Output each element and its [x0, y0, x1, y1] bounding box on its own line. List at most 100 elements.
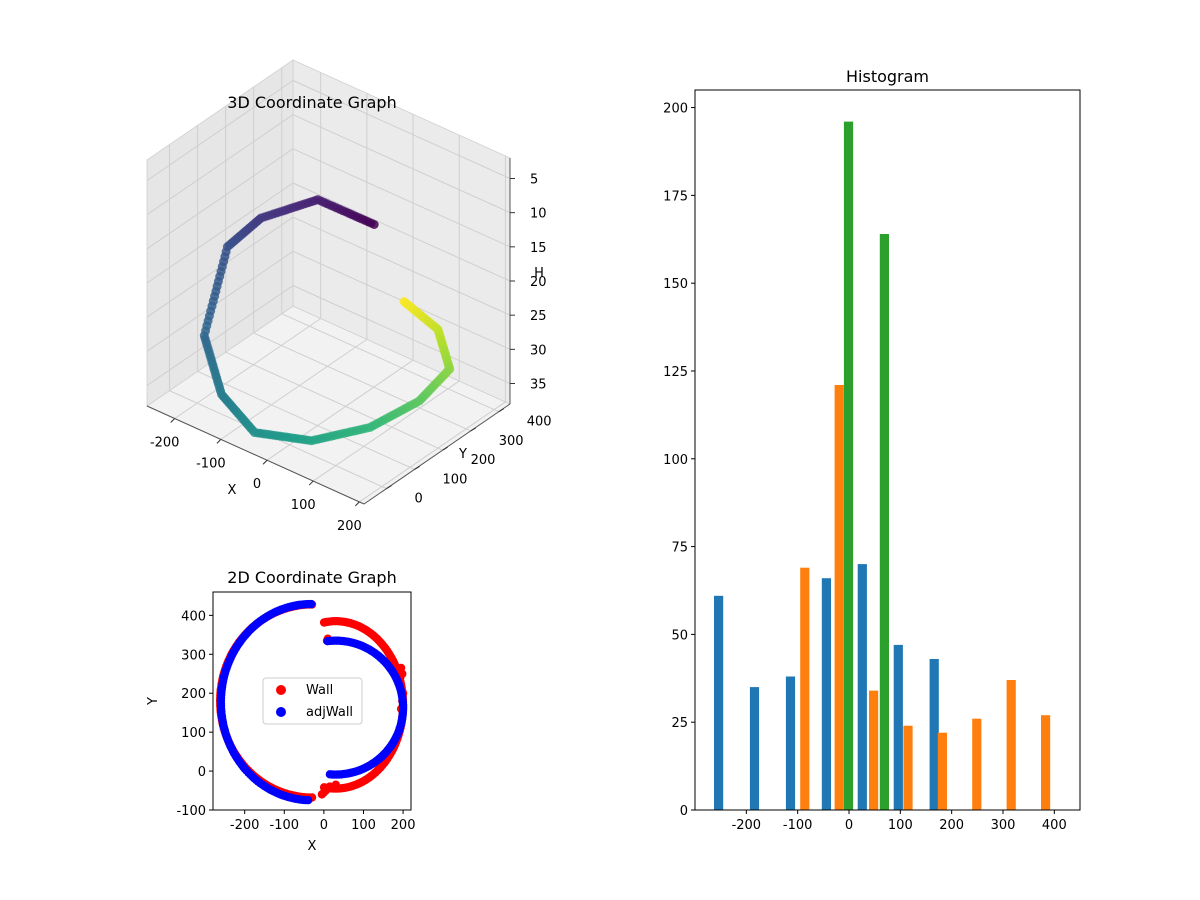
y-tick-mark [386, 485, 392, 490]
chart-title-hist: Histogram [846, 67, 929, 86]
x-tick-label: -200 [150, 436, 180, 451]
x-axis-label-2d: X [308, 839, 317, 854]
grid-line-x-floor [359, 401, 506, 503]
z-axis-label-3d: H [534, 266, 544, 281]
y-tick-label: 300 [181, 648, 206, 663]
x-tick-label: 200 [337, 519, 362, 534]
grid-line-z-left [146, 148, 294, 250]
y-tick-label: 400 [181, 609, 206, 624]
x-tick-label: 100 [351, 818, 376, 833]
legend-label: adjWall [306, 705, 353, 720]
x-tick-label: -100 [783, 818, 813, 833]
x-tick-mark [308, 480, 314, 486]
histogram-bar-series-2 [937, 732, 947, 810]
x-tick-label: 100 [291, 498, 316, 513]
grid-line-z-left [146, 80, 294, 181]
x-tick-label: 0 [253, 477, 261, 492]
x-tick-label: -200 [732, 818, 762, 833]
histogram-bar-series-2 [834, 385, 844, 810]
x-tick-mark [262, 459, 268, 465]
chart-title-3d: 3D Coordinate Graph [227, 93, 396, 112]
histogram-bar-series-1 [893, 644, 903, 810]
z-tick-label: 20 [530, 275, 547, 290]
chart-2d-coordinate-graph: -200 -100 0 100 200 -100 0 100 200 300 400 Wall adjW… [146, 568, 415, 854]
y-tick-label: -100 [176, 804, 206, 819]
y-tick-mark [498, 408, 505, 413]
y-tick-label: 150 [663, 277, 688, 292]
grid-line-z-back [292, 80, 511, 179]
x-tick-mark [216, 439, 222, 444]
grid-line-z-left [146, 182, 294, 284]
grid-line-y-floor [253, 332, 471, 432]
y-axis-label-3d: Y [458, 447, 467, 462]
z-tick-label: 15 [530, 241, 547, 256]
x-axis-label-3d: X [228, 483, 237, 498]
x-tick-label: 200 [391, 818, 416, 833]
y-tick-label: 175 [663, 189, 688, 204]
y-tick-label: 200 [663, 102, 688, 117]
x-tick-label: 200 [939, 818, 964, 833]
grid-line-z-back [292, 285, 511, 384]
x-tick-mark [355, 501, 360, 507]
histogram-bar-series-1 [929, 659, 939, 810]
y-tick-label: 100 [443, 472, 468, 487]
histogram-bar-series-2 [1006, 680, 1016, 810]
data-point-2d-wall [331, 780, 340, 789]
legend-marker [276, 707, 286, 717]
histogram-bar-series-2 [869, 690, 879, 810]
grid-line-z-left [146, 250, 294, 352]
legend-marker [276, 685, 286, 695]
z-tick-label: 5 [530, 173, 538, 188]
grid-line-z-left [146, 114, 294, 216]
y-tick-label: 300 [499, 434, 524, 449]
y-tick-label: 0 [680, 804, 688, 819]
histogram-bar-series-2 [972, 718, 982, 810]
y-tick-label: 0 [198, 765, 206, 780]
y-tick-mark [442, 446, 448, 451]
y-axis-label-2d: Y [146, 697, 161, 706]
histogram-bar-series-1 [821, 578, 831, 810]
data-point-2d-adjwall [303, 796, 313, 805]
x-tick-label: 400 [1042, 818, 1067, 833]
histogram-bar-series-1 [749, 687, 760, 810]
grid-line-y-floor [197, 370, 415, 470]
legend-label: Wall [306, 683, 333, 698]
x-tick-label: -100 [196, 456, 226, 471]
chart-3d-coordinate-graph: -200-10001002000100200300400510152025303… [146, 59, 552, 534]
histogram-bar-series-3 [879, 234, 889, 810]
plot-frame-hist [694, 89, 1081, 811]
y-tick-label: 0 [414, 492, 422, 507]
histogram-bar-series-1 [857, 564, 867, 810]
grid-line-z-back [292, 114, 511, 214]
grid-line-z-back [292, 216, 511, 316]
grid-line-z-back [292, 148, 511, 248]
histogram-bar-series-1 [714, 595, 724, 810]
grid-line-z-left [146, 285, 294, 386]
histogram-bar-series-2 [800, 567, 810, 810]
grid-line-x-floor [174, 318, 321, 419]
data-point-3d [250, 428, 260, 437]
x-tick-label: 100 [888, 818, 913, 833]
histogram-bar-series-2 [903, 725, 913, 810]
x-tick-label: 300 [991, 818, 1016, 833]
x-tick-label: -100 [270, 818, 300, 833]
y-tick-label: 100 [181, 726, 206, 741]
x-tick-label: -200 [230, 818, 260, 833]
y-tick-label: 50 [671, 628, 688, 643]
legend-box [262, 677, 363, 725]
y-tick-label: 100 [663, 453, 688, 468]
histogram-bar-series-1 [785, 676, 796, 810]
z-tick-label: 30 [530, 343, 547, 358]
grid-line-x-floor [266, 359, 414, 461]
grid-line-y-floor [225, 351, 443, 451]
z-tick-label: 35 [530, 378, 547, 393]
y-tick-label: 400 [527, 415, 552, 430]
grid-line-z-back [292, 182, 511, 282]
z-tick-label: 10 [530, 207, 547, 222]
data-point-2d-adjwall [325, 770, 335, 779]
y-tick-label: 75 [671, 541, 688, 556]
y-tick-mark [414, 465, 420, 470]
x-tick-mark [170, 418, 176, 423]
x-tick-label: 0 [320, 818, 328, 833]
